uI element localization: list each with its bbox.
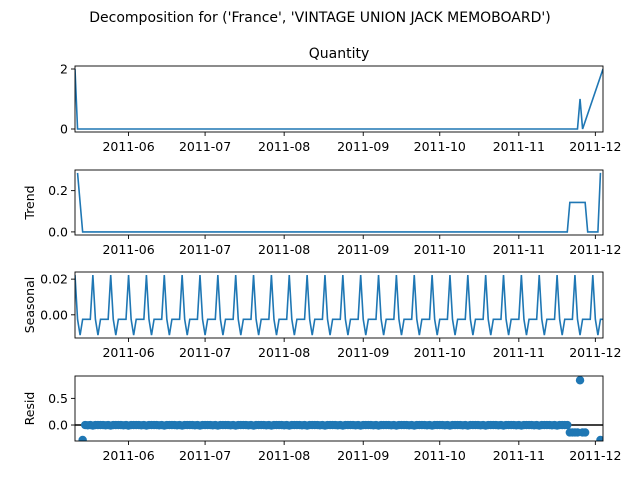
x-tick-label: 2011-07	[179, 242, 231, 257]
x-tick-label: 2011-12	[569, 242, 621, 257]
x-tick-label: 2011-06	[102, 345, 154, 360]
plot-area	[76, 172, 602, 233]
x-tick-label: 2011-06	[102, 448, 154, 463]
x-tick-label: 2011-09	[337, 242, 389, 257]
axes-frame	[74, 65, 604, 133]
x-tick-label: 2011-08	[258, 139, 310, 154]
x-tick-label: 2011-12	[569, 345, 621, 360]
x-tick-label: 2011-11	[493, 448, 545, 463]
x-tick-label: 2011-06	[102, 139, 154, 154]
x-tick-label: 2011-06	[102, 242, 154, 257]
y-axis-label: Resid	[22, 392, 37, 426]
resid-point	[563, 420, 572, 430]
x-tick-label: 2011-07	[179, 139, 231, 154]
x-tick-label: 2011-09	[337, 345, 389, 360]
plot-area	[75, 274, 603, 336]
series-line	[76, 172, 602, 233]
y-tick-label: 0.0	[48, 224, 68, 239]
plot-area	[75, 68, 603, 130]
series-line	[75, 274, 603, 336]
y-tick-label: 0.5	[48, 391, 68, 406]
resid-point	[78, 435, 87, 441]
y-tick-label: 0.0	[48, 418, 68, 433]
x-tick-label: 2011-08	[258, 242, 310, 257]
x-tick-label: 2011-10	[414, 242, 466, 257]
y-axis-label: Trend	[22, 185, 37, 220]
x-tick-label: 2011-10	[414, 345, 466, 360]
resid-point	[575, 376, 585, 385]
x-tick-label: 2011-08	[258, 448, 310, 463]
panel-3: 0.0 0.5 2011-06 2011-07 2011-08 2011-09 2011-1…	[22, 375, 621, 463]
y-axis-label: Seasonal	[22, 277, 37, 334]
series-line	[75, 68, 603, 130]
x-tick-label: 2011-08	[258, 345, 310, 360]
x-tick-label: 2011-07	[179, 345, 231, 360]
resid-point	[580, 428, 590, 437]
axes-frame	[74, 271, 604, 339]
figure-suptitle: Decomposition for ('France', 'VINTAGE UN…	[89, 10, 550, 26]
x-tick-label: 2011-12	[569, 448, 621, 463]
panel-title: Quantity	[309, 46, 370, 62]
y-tick-label: 0	[60, 122, 68, 137]
x-tick-label: 2011-11	[493, 345, 545, 360]
resid-point	[596, 435, 603, 441]
x-tick-label: 2011-09	[337, 139, 389, 154]
y-tick-label: 2	[60, 62, 68, 77]
panels: 0 2 2011-06 2011-07 2011-08 2011-09 2011-10 201…	[22, 46, 621, 463]
panel-2: 0.00 0.02 2011-06 2011-07 2011-08 2011-09 2011…	[22, 271, 621, 360]
y-tick-label: 0.02	[40, 272, 68, 287]
x-tick-label: 2011-12	[569, 139, 621, 154]
x-tick-label: 2011-09	[337, 448, 389, 463]
axes-frame	[74, 169, 604, 236]
x-tick-label: 2011-07	[179, 448, 231, 463]
x-tick-label: 2011-10	[414, 139, 466, 154]
axes-frame	[74, 375, 604, 442]
plot-area	[75, 376, 603, 441]
panel-1: 0.0 0.2 2011-06 2011-07 2011-08 2011-09 2011-1…	[22, 169, 621, 257]
panel-0: 0 2 2011-06 2011-07 2011-08 2011-09 2011-10 201…	[60, 46, 621, 154]
x-tick-label: 2011-11	[493, 242, 545, 257]
y-tick-label: 0.00	[40, 307, 68, 322]
y-tick-label: 0.2	[48, 183, 68, 198]
x-tick-label: 2011-10	[414, 448, 466, 463]
x-tick-label: 2011-11	[493, 139, 545, 154]
